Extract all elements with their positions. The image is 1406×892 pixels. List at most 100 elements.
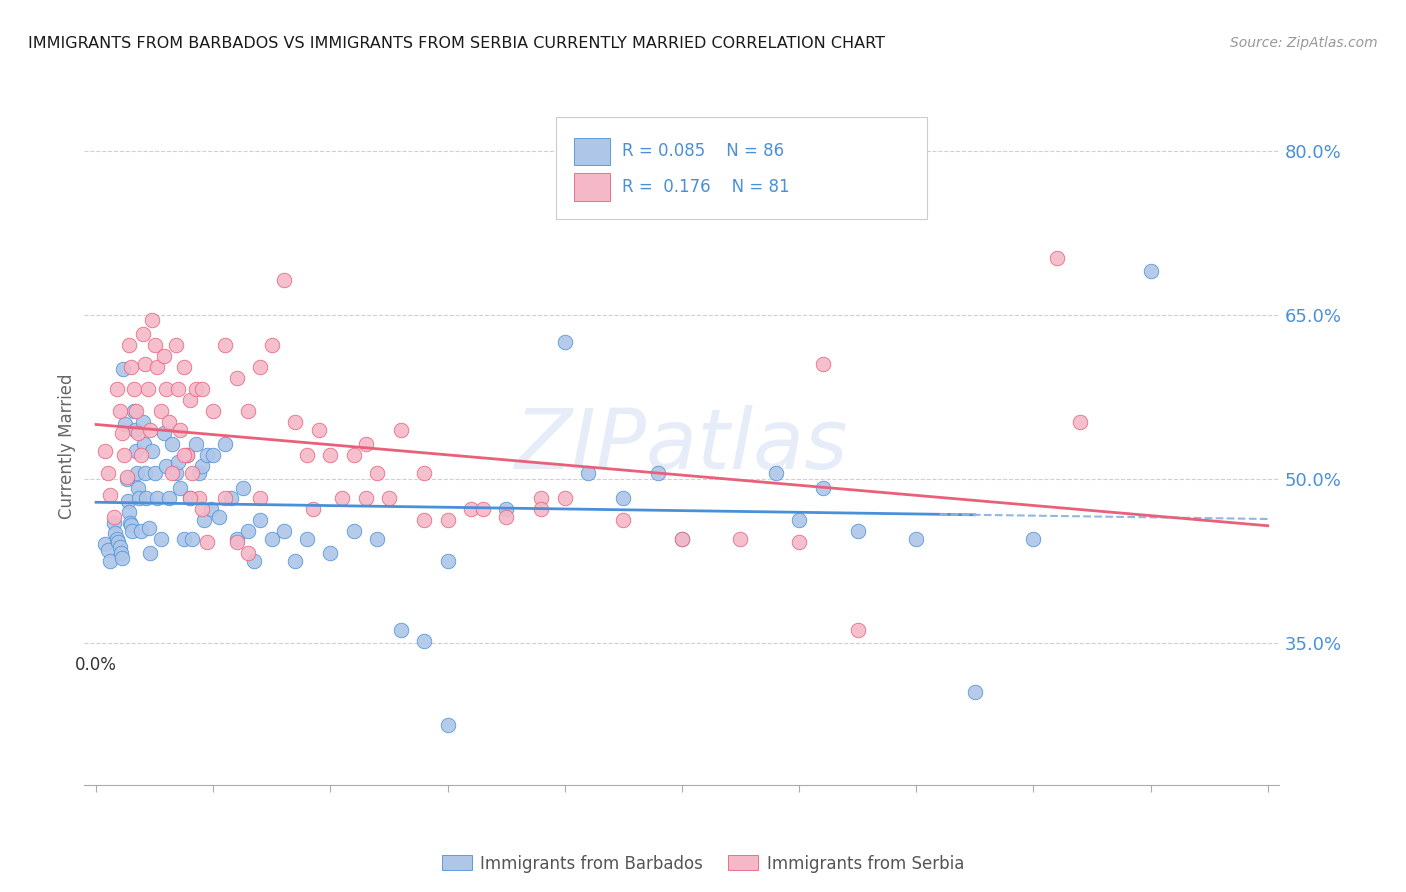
Text: 0.0%: 0.0% — [75, 657, 117, 674]
Point — [647, 467, 669, 481]
Legend: Immigrants from Barbados, Immigrants from Serbia: Immigrants from Barbados, Immigrants fro… — [436, 848, 970, 880]
Point — [134, 467, 156, 481]
FancyBboxPatch shape — [575, 137, 610, 165]
Point — [330, 491, 353, 506]
Point — [125, 404, 148, 418]
Point — [231, 481, 254, 495]
Point — [179, 491, 201, 506]
Point — [787, 513, 810, 527]
Point — [319, 448, 342, 462]
Point — [112, 448, 135, 462]
Point — [136, 382, 159, 396]
Point — [153, 425, 176, 440]
Point — [846, 524, 869, 539]
Point — [554, 491, 576, 506]
Point — [143, 338, 166, 352]
Point — [811, 357, 834, 371]
Point — [167, 455, 190, 469]
Point — [963, 685, 986, 699]
Point — [122, 382, 145, 396]
Point — [530, 491, 553, 506]
Point — [162, 467, 183, 481]
Point — [120, 516, 141, 530]
Point — [436, 513, 458, 527]
Point — [165, 467, 187, 481]
Point — [104, 526, 127, 541]
Text: IMMIGRANTS FROM BARBADOS VS IMMIGRANTS FROM SERBIA CURRENTLY MARRIED CORRELATION: IMMIGRANTS FROM BARBADOS VS IMMIGRANTS F… — [28, 36, 886, 51]
Point — [243, 554, 266, 568]
Point — [202, 448, 225, 462]
Point — [149, 404, 172, 418]
Point — [146, 360, 169, 375]
Point — [905, 532, 928, 546]
Y-axis label: Currently Married: Currently Married — [58, 373, 76, 519]
Point — [436, 554, 458, 568]
Point — [846, 623, 869, 637]
Point — [1139, 264, 1161, 278]
Point — [413, 467, 436, 481]
Point — [167, 382, 190, 396]
Point — [495, 502, 517, 516]
Point — [197, 448, 219, 462]
Point — [153, 349, 176, 363]
Point — [202, 404, 225, 418]
Point — [671, 532, 693, 546]
Point — [121, 524, 143, 539]
Point — [122, 404, 145, 418]
Point — [118, 505, 141, 519]
Point — [197, 535, 219, 549]
Point — [146, 491, 169, 506]
Point — [103, 510, 125, 524]
Point — [295, 532, 318, 546]
Point — [214, 437, 236, 451]
Point — [94, 444, 117, 458]
Point — [184, 382, 207, 396]
Point — [193, 513, 215, 527]
Point — [302, 502, 325, 516]
Point — [343, 524, 366, 539]
Point — [115, 469, 138, 483]
Point — [284, 415, 307, 429]
Point — [436, 718, 458, 732]
Point — [108, 540, 131, 554]
Point — [129, 448, 152, 462]
Point — [176, 448, 198, 462]
Point — [495, 510, 517, 524]
Point — [139, 423, 162, 437]
Point — [129, 524, 152, 539]
FancyBboxPatch shape — [557, 117, 927, 219]
Point — [98, 488, 121, 502]
Point — [260, 532, 283, 546]
Point — [120, 360, 142, 375]
Point — [155, 458, 177, 473]
Point — [576, 467, 599, 481]
Point — [111, 425, 134, 440]
Point — [811, 481, 834, 495]
Point — [120, 517, 142, 532]
Point — [139, 546, 162, 560]
Point — [141, 444, 163, 458]
Point — [389, 623, 412, 637]
Point — [413, 633, 436, 648]
Text: ZIPatlas: ZIPatlas — [515, 406, 849, 486]
Point — [176, 448, 198, 462]
Point — [173, 448, 195, 462]
Point — [97, 467, 120, 481]
Point — [225, 535, 247, 549]
Point — [284, 554, 307, 568]
Point — [124, 423, 146, 437]
Point — [260, 338, 283, 352]
Point — [460, 502, 482, 516]
Point — [132, 415, 155, 429]
Text: Source: ZipAtlas.com: Source: ZipAtlas.com — [1230, 36, 1378, 50]
Point — [214, 491, 236, 506]
Point — [105, 382, 128, 396]
Point — [530, 502, 553, 516]
Point — [173, 532, 195, 546]
Point — [249, 513, 271, 527]
Point — [208, 510, 231, 524]
Point — [179, 393, 201, 408]
Point — [730, 532, 752, 546]
Point — [157, 491, 180, 506]
Point — [103, 516, 125, 530]
